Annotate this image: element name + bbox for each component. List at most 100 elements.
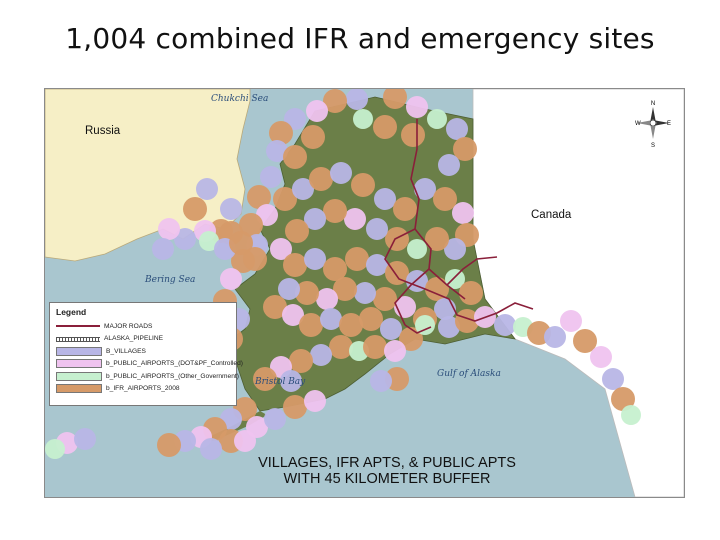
site-buffer-public-dot	[220, 268, 242, 290]
site-buffers	[45, 89, 641, 460]
site-buffer-villages	[284, 108, 306, 130]
site-buffer-ifr	[433, 187, 457, 211]
site-buffer-villages	[380, 318, 402, 340]
legend-item: B_VILLAGES	[50, 345, 236, 358]
site-buffer-ifr	[295, 281, 319, 305]
site-buffer-public-dot	[560, 310, 582, 332]
site-buffer-public-other	[199, 231, 219, 251]
site-buffer-villages	[366, 218, 388, 240]
site-buffer-ifr	[351, 173, 375, 197]
site-buffer-ifr	[453, 137, 477, 161]
legend-label: b_PUBLIC_AIRPORTS_(Other_Government)	[106, 372, 239, 380]
site-buffer-villages	[280, 370, 302, 392]
site-buffer-villages	[414, 178, 436, 200]
compass-w: W	[635, 121, 641, 127]
site-buffer-public-other	[621, 405, 641, 425]
map-canvas	[45, 89, 684, 497]
site-buffer-ifr	[359, 307, 383, 331]
site-buffer-ifr	[455, 309, 479, 333]
site-buffer-villages	[278, 278, 300, 300]
russia-label: Russia	[85, 125, 121, 137]
site-buffer-villages	[292, 178, 314, 200]
site-buffer-ifr	[283, 253, 307, 277]
legend-item: b_PUBLIC_AIRPORTS_(Other_Government)	[50, 370, 239, 383]
site-buffer-ifr	[373, 115, 397, 139]
site-buffer-public-dot	[306, 100, 328, 122]
site-buffer-villages	[74, 428, 96, 450]
site-buffer-villages	[304, 208, 326, 230]
site-buffer-villages	[438, 316, 460, 338]
site-buffer-ifr	[363, 335, 387, 359]
site-buffer-ifr	[323, 257, 347, 281]
site-buffer-villages	[354, 282, 376, 304]
legend-item: b_PUBLIC_AIRPORTS_(DOT&PF_Controlled)	[50, 358, 243, 371]
site-buffer-villages	[494, 314, 516, 336]
site-buffer-ifr	[239, 213, 263, 237]
site-buffer-public-dot	[344, 208, 366, 230]
alaska-map: Chukchi Sea Bering Sea Bristol Bay Gulf …	[44, 88, 685, 498]
site-buffer-ifr	[283, 145, 307, 169]
site-buffer-villages	[374, 188, 396, 210]
site-buffer-public-dot	[158, 218, 180, 240]
site-buffer-ifr	[263, 295, 287, 319]
site-buffer-villages	[310, 344, 332, 366]
site-buffer-ifr	[401, 123, 425, 147]
major-road	[446, 256, 498, 286]
site-buffer-villages	[196, 178, 218, 200]
site-buffer-villages	[264, 408, 286, 430]
site-buffer-ifr	[289, 349, 313, 373]
site-buffer-public-dot	[452, 202, 474, 224]
legend-item: MAJOR ROADS	[50, 320, 236, 333]
site-buffer-public-other	[353, 109, 373, 129]
site-buffer-ifr	[243, 247, 267, 271]
site-buffer-ifr	[573, 329, 597, 353]
site-buffer-ifr	[247, 185, 271, 209]
map-caption-line2: WITH 45 KILOMETER BUFFER	[283, 471, 491, 487]
major-road	[404, 324, 432, 334]
site-buffer-villages	[544, 326, 566, 348]
site-buffer-public-other	[415, 315, 435, 335]
site-buffer-ifr	[269, 121, 293, 145]
site-buffer-villages	[446, 118, 468, 140]
site-buffer-villages	[370, 370, 392, 392]
site-buffer-ifr	[339, 313, 363, 337]
site-buffer-public-dot	[406, 96, 428, 118]
legend-item: b_IFR_AIRPORTS_2008	[50, 383, 236, 396]
site-buffer-ifr	[183, 197, 207, 221]
legend-symbol	[56, 384, 102, 394]
site-buffer-ifr	[383, 89, 407, 109]
site-buffer-villages	[260, 166, 282, 188]
site-buffer-villages	[346, 89, 368, 110]
site-buffer-ifr	[611, 387, 635, 411]
map-caption: VILLAGES, IFR APTS, & PUBLIC APTS WITH 4…	[217, 455, 557, 487]
site-buffer-villages	[200, 438, 222, 460]
site-buffer-public-dot	[304, 390, 326, 412]
site-buffer-villages	[152, 238, 174, 260]
site-buffer-villages	[220, 198, 242, 220]
canada-label: Canada	[531, 209, 572, 221]
site-buffer-ifr	[425, 277, 449, 301]
site-buffer-ifr	[323, 199, 347, 223]
chukchi-sea-label: Chukchi Sea	[211, 94, 269, 104]
site-buffer-public-dot	[270, 238, 292, 260]
site-buffer-ifr	[333, 277, 357, 301]
legend-symbol	[56, 335, 100, 343]
gulf-of-alaska-label: Gulf of Alaska	[437, 369, 501, 379]
legend-label: ALASKA_PIPELINE	[104, 335, 164, 343]
site-buffer-public-dot	[234, 430, 256, 452]
site-buffer-ifr	[385, 227, 409, 251]
site-buffer-villages	[174, 228, 196, 250]
site-buffer-villages	[304, 248, 326, 270]
site-buffer-villages	[438, 154, 460, 176]
site-buffer-public-other	[407, 239, 427, 259]
legend-label: b_PUBLIC_AIRPORTS_(DOT&PF_Controlled)	[106, 360, 243, 368]
legend-label: b_IFR_AIRPORTS_2008	[106, 385, 180, 393]
slide-title: 1,004 combined IFR and emergency sites	[65, 22, 655, 55]
site-buffer-ifr	[157, 433, 181, 457]
legend-title: Legend	[56, 307, 87, 317]
compass-rose-icon: N S W E	[635, 101, 671, 149]
major-road	[394, 268, 430, 326]
major-roads	[384, 119, 534, 334]
site-buffer-ifr	[299, 313, 323, 337]
compass-s: S	[651, 143, 655, 149]
